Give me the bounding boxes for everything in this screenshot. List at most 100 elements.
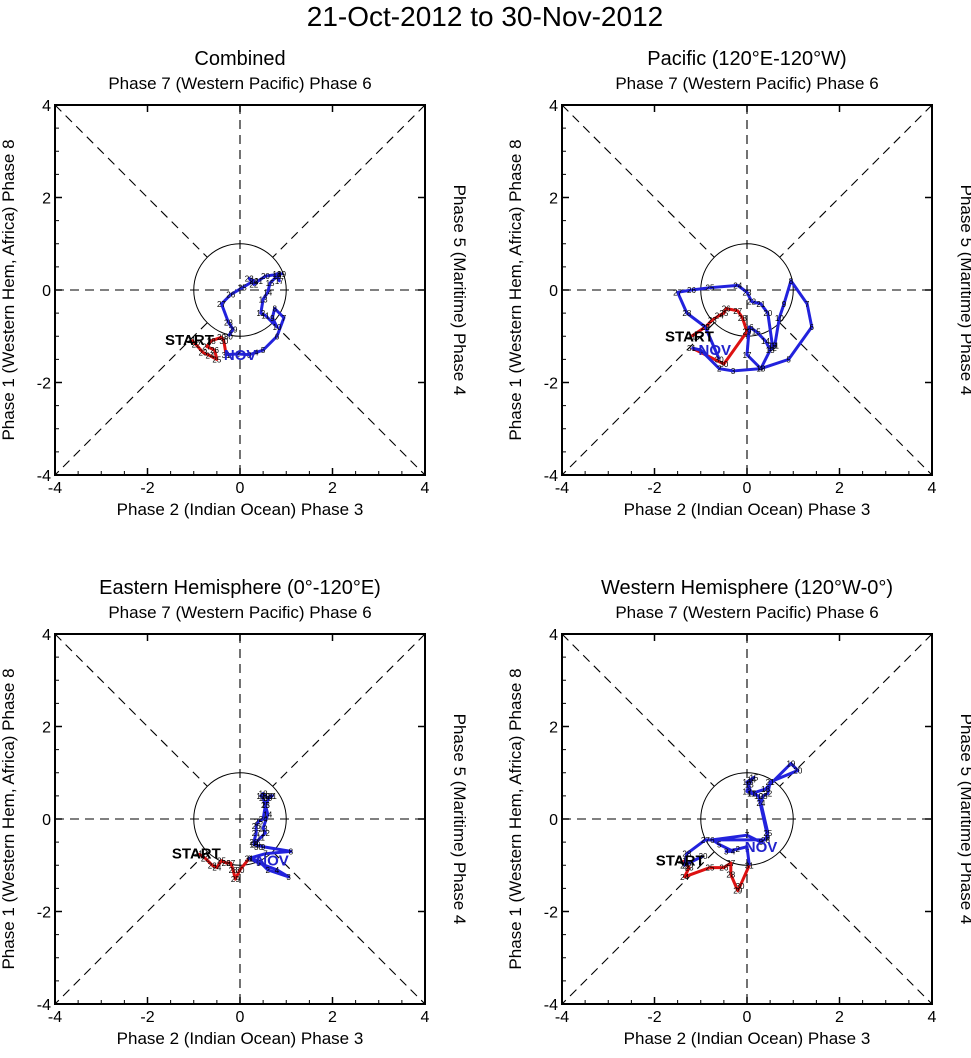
day-label: 2 <box>235 350 240 359</box>
day-label: 19 <box>768 342 777 351</box>
x-tick-label: 2 <box>835 480 844 497</box>
y-tick-label: -2 <box>37 905 51 922</box>
day-label: 24 <box>733 281 742 290</box>
right-axis-label: Phase 5 (Maritime) Phase 4 <box>957 185 971 396</box>
day-label: 23 <box>685 864 694 873</box>
unit-circle <box>700 772 794 866</box>
panel-title: Combined <box>194 48 285 70</box>
day-label: 14 <box>761 337 770 346</box>
november-trajectory <box>247 792 293 879</box>
y-axis-label: Phase 1 (Western Hem, Africa) Phase 8 <box>0 139 18 440</box>
y-tick-label: 4 <box>42 627 51 644</box>
x-axis-label: Phase 2 (Indian Ocean) Phase 3 <box>624 500 871 519</box>
day-label: 30 <box>219 337 228 346</box>
day-label: 12 <box>256 309 265 318</box>
unit-circle <box>193 243 287 337</box>
top-axis-label: Phase 7 (Western Pacific) Phase 6 <box>615 74 878 93</box>
day-label: 2 <box>736 845 741 854</box>
day-label: 31 <box>245 854 254 863</box>
right-axis-label: Phase 5 (Maritime) Phase 4 <box>450 714 469 925</box>
day-label: 24 <box>249 277 258 286</box>
day-label: 13 <box>766 346 775 355</box>
day-label: 21 <box>187 336 196 345</box>
day-label: 5 <box>786 355 791 364</box>
y-tick-label: 4 <box>42 98 51 115</box>
y-axis-label: Phase 1 (Western Hem, Africa) Phase 8 <box>506 139 525 440</box>
day-label: 9 <box>782 300 787 309</box>
day-label: 29 <box>680 861 689 870</box>
x-tick-label: -4 <box>48 1009 62 1026</box>
day-label: 1 <box>224 351 229 360</box>
y-tick-label: 2 <box>549 720 558 737</box>
day-label: 31 <box>745 861 754 870</box>
day-label: 26 <box>687 286 696 295</box>
day-label: 28 <box>207 337 216 346</box>
nov-label: NOV <box>224 347 257 364</box>
diagonal-line <box>779 322 933 476</box>
chart-panel: Eastern Hemisphere (0°-120°E) Phase 7 (We… <box>0 577 469 1048</box>
day-label: 11 <box>257 834 266 843</box>
y-tick-label: 0 <box>549 283 558 300</box>
x-tick-label: 4 <box>421 480 430 497</box>
day-label: 25 <box>217 857 226 866</box>
day-label: 27 <box>217 300 226 309</box>
day-label: 22 <box>701 323 710 332</box>
day-label: 6 <box>810 323 815 332</box>
day-label: 19 <box>786 760 795 769</box>
day-label: 30 <box>715 355 724 364</box>
day-label: 27 <box>673 288 682 297</box>
day-label: 24 <box>756 799 765 808</box>
day-label: 7 <box>263 850 268 859</box>
day-label: 30 <box>254 843 263 852</box>
day-label: 21 <box>268 792 277 801</box>
day-label: 22 <box>682 861 691 870</box>
day-label: 18 <box>761 785 770 794</box>
day-label: 30 <box>719 360 728 369</box>
day-label: 28 <box>682 309 691 318</box>
y-tick-label: 0 <box>42 812 51 829</box>
chart-panel: Combined Phase 7 (Western Pacific) Phase … <box>0 48 469 519</box>
day-label: 29 <box>229 325 238 334</box>
day-label: 15 <box>749 773 758 782</box>
y-tick-label: 2 <box>42 720 51 737</box>
day-label: 26 <box>222 859 231 868</box>
y-tick-label: -2 <box>544 376 558 393</box>
day-label: 9 <box>261 843 266 852</box>
panel-title: Pacific (120°E-120°W) <box>647 48 846 70</box>
day-label: 4 <box>759 365 764 374</box>
day-label: 26 <box>252 822 261 831</box>
day-label: 4 <box>275 866 280 875</box>
diagonal-line <box>561 322 715 476</box>
day-label: 20 <box>793 766 802 775</box>
start-label: START <box>165 332 214 349</box>
day-label: 5 <box>256 859 261 868</box>
day-label: 3 <box>731 367 736 376</box>
x-tick-label: 2 <box>328 480 337 497</box>
day-label: 29 <box>217 333 226 342</box>
day-label: 28 <box>682 850 691 859</box>
day-label: 10 <box>775 314 784 323</box>
plot-frame <box>54 104 426 476</box>
day-label: 16 <box>273 272 282 281</box>
day-label: 22 <box>249 280 258 289</box>
y-tick-label: -4 <box>37 468 51 485</box>
day-label: 7 <box>745 831 750 840</box>
day-label: 25 <box>719 309 728 318</box>
day-label: 23 <box>759 792 768 801</box>
top-axis-label: Phase 7 (Western Pacific) Phase 6 <box>615 603 878 622</box>
day-label: 13 <box>745 780 754 789</box>
x-tick-label: -4 <box>555 480 569 497</box>
day-label: 17 <box>275 277 284 286</box>
day-label: 2 <box>717 365 722 374</box>
day-label: 13 <box>259 295 268 304</box>
x-tick-label: 4 <box>928 1009 937 1026</box>
x-axis-label: Phase 2 (Indian Ocean) Phase 3 <box>117 1029 364 1048</box>
y-tick-label: -4 <box>37 997 51 1014</box>
right-axis-label: Phase 5 (Maritime) Phase 4 <box>450 185 469 396</box>
day-label: 26 <box>761 836 770 845</box>
x-tick-label: -2 <box>140 480 154 497</box>
x-tick-label: 0 <box>236 1009 245 1026</box>
panel-title: Western Hemisphere (120°W-0°) <box>601 577 893 599</box>
top-axis-label: Phase 7 (Western Pacific) Phase 6 <box>108 74 371 93</box>
day-label: 4 <box>254 348 259 357</box>
